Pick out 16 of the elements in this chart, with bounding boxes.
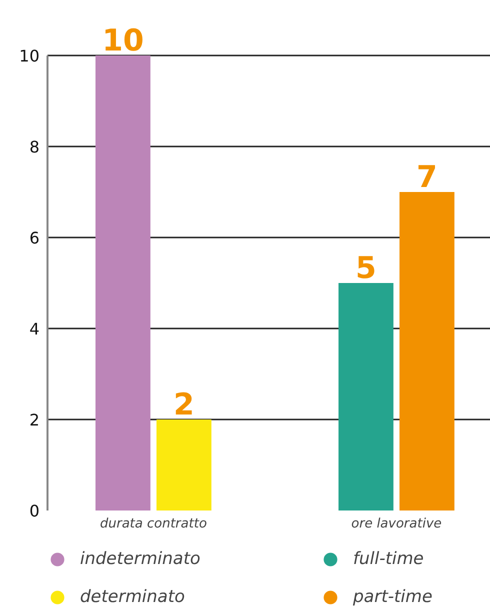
y-tick-label: 8 [29,138,40,156]
data-label: 2 [174,388,194,422]
legend-label: part-time [353,586,432,609]
x-tick-label: durata contratto [100,516,207,532]
y-tick-label: 10 [19,46,40,66]
data-label: 7 [416,160,438,195]
legend-label: indeterminato [80,548,200,571]
legend-label: full-time [353,548,424,571]
y-tick-label: 6 [29,228,40,248]
legend-label: determinato [80,586,185,609]
x-tick-label: ore lavorative [351,516,442,532]
data-label: 5 [356,251,376,286]
y-tick-label: 4 [29,320,40,338]
data-label: 10 [102,24,144,58]
y-tick-label: 2 [29,410,40,430]
y-tick-label: 0 [29,502,40,520]
